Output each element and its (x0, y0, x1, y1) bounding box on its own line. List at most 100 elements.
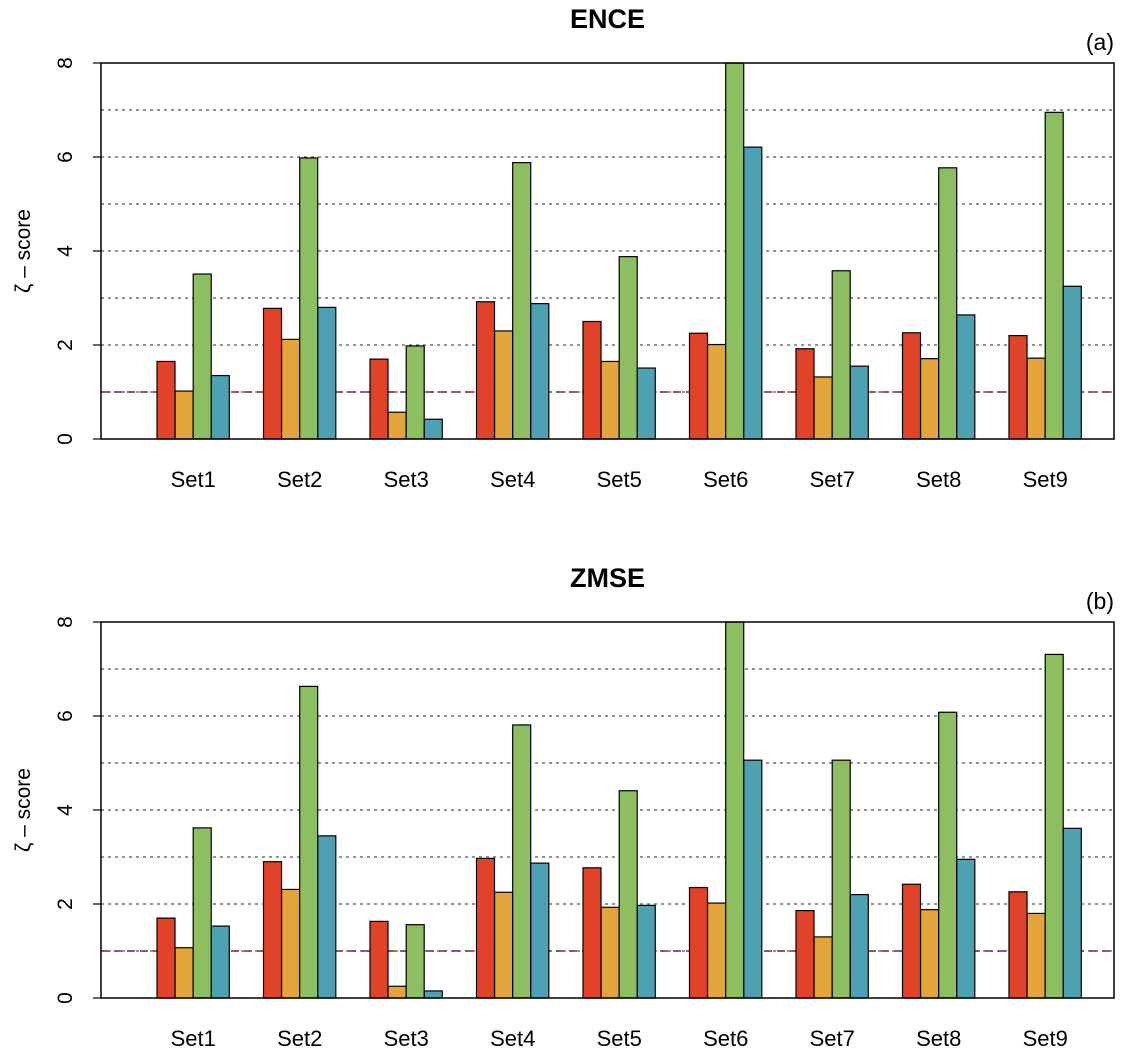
x-tick-label: Set1 (171, 467, 216, 492)
y-tick-label: 8 (54, 616, 77, 628)
bar-set6-series-4 (743, 759, 763, 999)
bar-set6-series-2 (706, 902, 727, 999)
bar-set2-series-4 (317, 835, 337, 999)
panel-label: (a) (1086, 29, 1114, 55)
bar-set1-series-3 (192, 827, 212, 999)
bar-set5-series-2 (600, 906, 620, 999)
bar-set3-series-2 (387, 411, 407, 440)
bar-set3-series-3 (405, 924, 425, 999)
x-tick-label: Set6 (703, 467, 748, 492)
y-tick-label: 0 (54, 433, 77, 445)
x-tick-label: Set5 (597, 467, 642, 492)
bar-set2-series-3 (299, 685, 319, 999)
bar-set8-series-2 (919, 358, 940, 440)
bar-set7-series-2 (813, 936, 833, 999)
bar-set6-series-4 (743, 146, 763, 440)
bar-set7-series-3 (831, 759, 851, 999)
bar-set9-series-4 (1062, 285, 1082, 440)
x-tick-label: Set5 (597, 1026, 642, 1051)
bar-set7-series-1 (795, 909, 815, 999)
bar-set5-series-2 (600, 360, 620, 440)
y-tick-label: 4 (54, 804, 77, 816)
bar-set1-series-3 (192, 273, 212, 440)
y-tick-label: 8 (54, 57, 77, 69)
chart-panel-2: ZMSE (b) Set1 Set2 Set3 Set4 Set5 Set6 Set7 Set8 S… (12, 563, 1115, 1051)
bar-set1-series-1 (156, 360, 176, 440)
bar-set5-series-1 (582, 320, 602, 440)
bar-set4-series-2 (494, 330, 514, 440)
x-tick-label: Set7 (810, 467, 855, 492)
bar-set5-series-4 (636, 367, 656, 440)
bar-set3-series-2 (387, 985, 407, 999)
bar-set7-series-4 (849, 893, 869, 999)
y-axis-label: ζ – score (12, 768, 35, 852)
bar-set4-series-4 (530, 862, 550, 999)
bar-set4-series-3 (512, 162, 532, 440)
bar-set8-series-2 (919, 909, 940, 999)
bar-set8-series-4 (956, 858, 976, 999)
bar-set8-series-3 (938, 711, 958, 999)
bar-set9-series-3 (1044, 111, 1064, 440)
bar-set1-series-4 (210, 374, 230, 440)
x-tick-label: Set6 (703, 1026, 748, 1051)
panel-label: (b) (1086, 588, 1114, 614)
chart-title: ENCE (570, 4, 645, 34)
bar-set3-series-4 (423, 990, 443, 999)
bar-set9-series-1 (1008, 891, 1028, 999)
bar-set4-series-2 (494, 891, 514, 999)
bar-set3-series-4 (423, 418, 443, 440)
bar-set8-series-1 (901, 883, 922, 999)
bar-set2-series-4 (317, 306, 337, 440)
bar-set8-series-3 (938, 167, 958, 440)
bar-set6-series-1 (688, 332, 709, 440)
bar-set2-series-1 (262, 861, 283, 999)
bar-set5-series-3 (618, 790, 638, 999)
x-tick-label: Set4 (490, 467, 535, 492)
x-tick-label: Set9 (1023, 1026, 1068, 1051)
bar-set7-series-3 (831, 270, 851, 440)
x-tick-label: Set9 (1023, 467, 1068, 492)
chart-title: ZMSE (570, 563, 645, 593)
bar-set3-series-3 (405, 345, 425, 440)
bar-set6-series-1 (688, 886, 709, 999)
y-tick-label: 6 (54, 151, 77, 163)
x-tick-label: Set4 (490, 1026, 535, 1051)
y-tick-label: 0 (54, 992, 77, 1004)
bar-set9-series-1 (1008, 335, 1028, 440)
bar-set6-series-3 (725, 621, 745, 999)
bar-set4-series-1 (475, 301, 496, 440)
x-tick-label: Set2 (277, 467, 322, 492)
bar-set4-series-3 (512, 724, 532, 999)
bar-set1-series-2 (174, 947, 194, 999)
x-tick-label: Set3 (384, 467, 429, 492)
y-tick-label: 2 (54, 898, 77, 910)
x-tick-label: Set2 (277, 1026, 322, 1051)
bar-set7-series-1 (795, 348, 815, 440)
x-tick-label: Set7 (810, 1026, 855, 1051)
bar-set1-series-1 (156, 917, 176, 999)
bar-set7-series-4 (849, 365, 869, 440)
y-tick-label: 4 (54, 245, 77, 257)
y-tick-label: 6 (54, 710, 77, 722)
x-tick-label: Set3 (384, 1026, 429, 1051)
y-axis-label: ζ – score (12, 209, 35, 293)
x-tick-label: Set8 (916, 1026, 961, 1051)
x-tick-label: Set8 (916, 467, 961, 492)
bar-set6-series-3 (725, 62, 745, 440)
bar-set3-series-1 (369, 358, 389, 440)
bar-set2-series-2 (281, 338, 301, 440)
bar-set9-series-2 (1026, 912, 1046, 999)
bar-set9-series-4 (1062, 827, 1082, 999)
bar-set1-series-4 (210, 925, 230, 999)
bar-set9-series-2 (1026, 357, 1046, 440)
bar-set9-series-3 (1044, 653, 1064, 999)
bar-set2-series-3 (299, 157, 319, 440)
bar-set5-series-3 (618, 256, 638, 440)
bar-set4-series-4 (530, 303, 550, 440)
bar-set5-series-1 (582, 867, 602, 999)
bar-set7-series-2 (813, 376, 833, 440)
bar-set8-series-1 (901, 332, 922, 440)
bar-set2-series-2 (281, 888, 301, 999)
bar-set6-series-2 (706, 343, 727, 440)
